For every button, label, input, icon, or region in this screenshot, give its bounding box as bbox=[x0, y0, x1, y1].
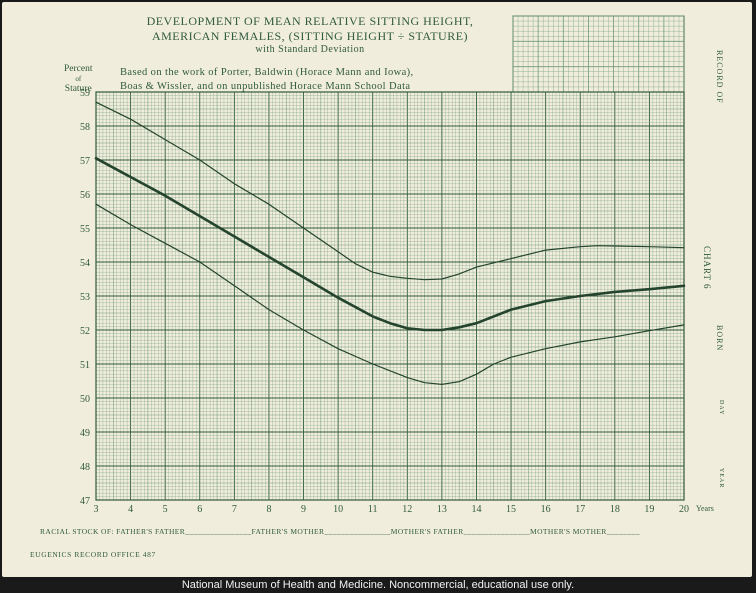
x-tick-label: 14 bbox=[471, 504, 481, 515]
y-label-line2: of bbox=[75, 75, 82, 83]
x-tick-label: 20 bbox=[679, 504, 689, 515]
y-label-line1: Percent bbox=[64, 64, 93, 74]
x-tick-label: 3 bbox=[94, 504, 99, 515]
x-tick-label: 8 bbox=[266, 504, 271, 515]
racial-stock-row: RACIAL STOCK OF: FATHER'S FATHER________… bbox=[40, 527, 640, 536]
y-axis-label: Percent of Stature bbox=[64, 64, 93, 94]
source-line-1: Based on the work of Porter, Baldwin (Ho… bbox=[120, 67, 414, 78]
x-tick-label: 16 bbox=[541, 504, 551, 515]
x-tick-label: 10 bbox=[333, 504, 343, 515]
chart-subtitle: with Standard Deviation bbox=[255, 44, 365, 55]
office-label: EUGENICS RECORD OFFICE 487 bbox=[30, 550, 156, 559]
y-label-line3: Stature bbox=[64, 84, 92, 94]
x-tick-label: 6 bbox=[197, 504, 202, 515]
y-tick-label: 50 bbox=[80, 394, 90, 405]
y-tick-label: 48 bbox=[80, 462, 90, 473]
series-line-upper bbox=[95, 101, 685, 281]
y-tick-label: 49 bbox=[80, 428, 90, 439]
x-tick-label: 13 bbox=[437, 504, 447, 515]
y-tick-label: 54 bbox=[80, 258, 90, 269]
source-line-2: Boas & Wissler, and on unpublished Horac… bbox=[120, 81, 411, 92]
y-tick-label: 55 bbox=[80, 224, 90, 235]
plot-frame bbox=[95, 91, 685, 501]
y-tick-label: 57 bbox=[80, 156, 90, 167]
x-tick-label: 11 bbox=[368, 504, 378, 515]
credit-line: National Museum of Health and Medicine. … bbox=[181, 579, 575, 591]
chart-title-line2: AMERICAN FEMALES, (SITTING HEIGHT ÷ STAT… bbox=[151, 29, 469, 43]
x-tick-label: 17 bbox=[575, 504, 585, 515]
x-axis-label: Years bbox=[696, 504, 714, 513]
y-tick-label: 58 bbox=[80, 122, 90, 133]
y-tick-label: 47 bbox=[80, 496, 90, 507]
y-tick-label: 56 bbox=[80, 190, 90, 201]
x-tick-label: 18 bbox=[610, 504, 620, 515]
x-tick-label: 4 bbox=[128, 504, 133, 515]
chart-title-line1: DEVELOPMENT OF MEAN RELATIVE SITTING HEI… bbox=[146, 14, 474, 28]
x-tick-label: 12 bbox=[402, 504, 412, 515]
y-tick-label: 52 bbox=[80, 326, 90, 337]
y-tick-label: 51 bbox=[80, 360, 90, 371]
x-tick-label: 9 bbox=[301, 504, 306, 515]
series-line-mean bbox=[94, 157, 686, 332]
y-tick-label: 53 bbox=[80, 292, 90, 303]
series-line-lower bbox=[95, 203, 685, 385]
x-tick-label: 15 bbox=[506, 504, 516, 515]
x-tick-label: 5 bbox=[163, 504, 168, 515]
x-tick-label: 19 bbox=[644, 504, 654, 515]
x-tick-label: 7 bbox=[232, 504, 237, 515]
y-tick-label: 59 bbox=[80, 88, 90, 99]
